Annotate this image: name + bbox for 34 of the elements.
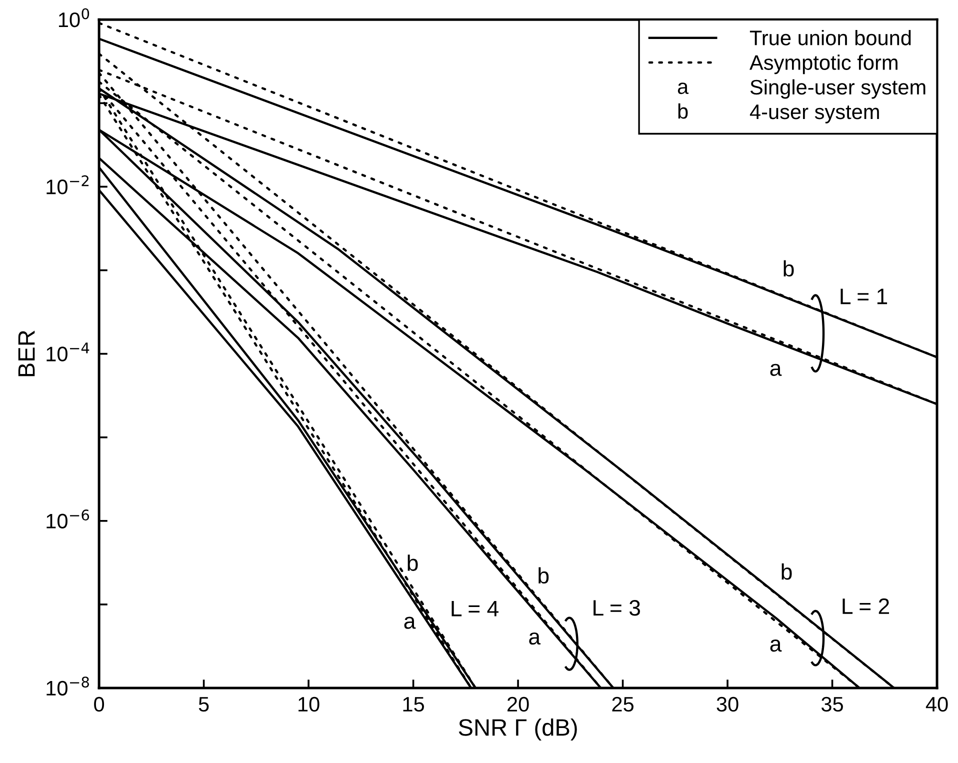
- annotation: 4-user system: [750, 104, 879, 124]
- annotation: b: [784, 260, 794, 277]
- y-axis-title: BER: [18, 330, 35, 376]
- annotation: Single-user system: [750, 79, 926, 99]
- x-tick-label: 40: [926, 696, 948, 712]
- x-tick-label: 0: [94, 696, 104, 712]
- x-tick-label: 25: [612, 696, 634, 712]
- annotation: a: [529, 632, 541, 645]
- y-tick-label: 10$^{0}$: [58, 8, 90, 28]
- y-tick-label: 10$^{−6}$: [46, 509, 90, 528]
- annotation: b: [678, 103, 688, 119]
- annotation: a: [770, 364, 782, 376]
- x-tick-label: 35: [821, 696, 843, 712]
- x-tick-label: 30: [716, 696, 738, 712]
- annotation: L = 2: [842, 598, 890, 614]
- legend-label: Asymptotic form: [750, 54, 898, 74]
- annotation: b: [538, 567, 549, 584]
- y-tick-label: 10$^{−4}$: [46, 342, 90, 362]
- annotation: b: [782, 563, 792, 580]
- y-tick-label: 10$^{−2}$: [46, 175, 89, 194]
- x-tick-label: 10: [298, 696, 320, 712]
- annotation: a: [678, 82, 689, 94]
- annotation: L = 1: [840, 288, 888, 304]
- legend-label: True union bound: [750, 30, 911, 46]
- annotation: b: [408, 554, 418, 571]
- annotation: L = 4: [452, 600, 498, 616]
- annotation: a: [770, 640, 782, 652]
- x-tick-label: 20: [508, 696, 529, 712]
- annotation: L = 3: [594, 600, 640, 616]
- annotation: a: [404, 616, 416, 629]
- x-tick-label: 5: [198, 697, 209, 712]
- y-tick-label: 10$^{−8}$: [46, 676, 89, 696]
- x-axis-title: SNR Γ (dB): [458, 718, 577, 741]
- x-tick-label: 15: [403, 697, 424, 712]
